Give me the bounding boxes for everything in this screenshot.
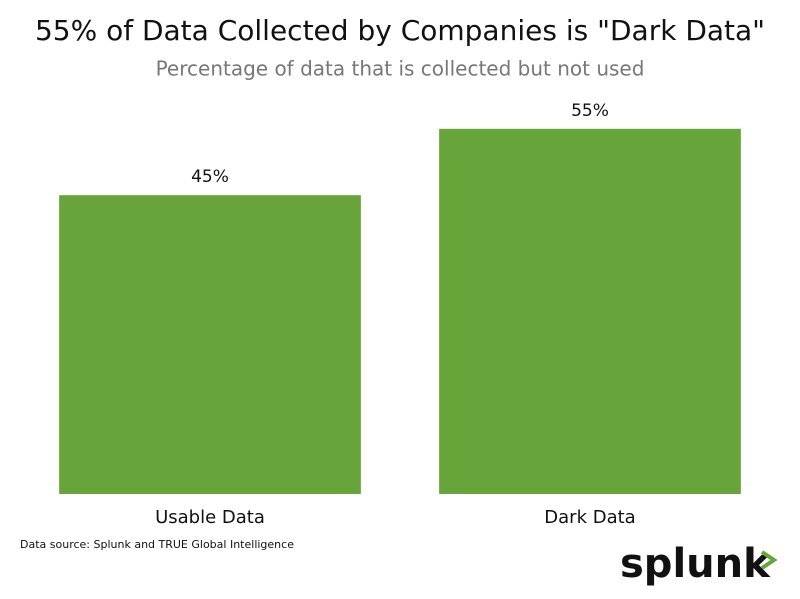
x-tick-label: Dark Data <box>544 507 635 528</box>
x-tick-label: Usable Data <box>155 507 265 528</box>
logo: splunk <box>620 541 771 587</box>
logo-chevron <box>760 550 778 570</box>
value-label: 55% <box>571 101 609 121</box>
chart-subtitle: Percentage of data that is collected but… <box>156 57 645 81</box>
bar <box>59 195 361 494</box>
bar <box>439 128 741 495</box>
source-note: Data source: Splunk and TRUE Global Inte… <box>20 538 294 551</box>
chart-title: 55% of Data Collected by Companies is "D… <box>35 14 765 47</box>
value-label: 45% <box>191 167 229 187</box>
